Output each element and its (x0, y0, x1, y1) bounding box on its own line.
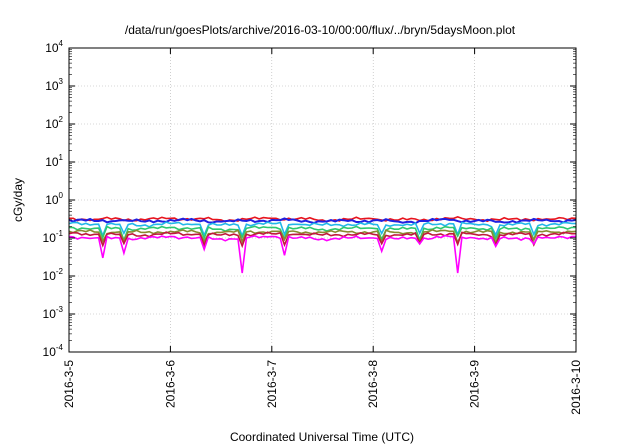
y-tick-label: 10-4 (43, 343, 64, 359)
plot-frame (68, 47, 577, 353)
series-line (68, 225, 576, 243)
x-ticks: 2016-3-5 2016-3-6 2016-3-7 2016-3-8 2016-3-9… (62, 48, 583, 415)
y-tick-label: 10-2 (43, 267, 64, 283)
y-tick-label: 104 (45, 39, 63, 55)
x-axis-label: Coordinated Universal Time (UTC) (230, 430, 414, 444)
x-tick-label: 2016-3-6 (163, 360, 177, 408)
series-line (68, 221, 577, 239)
series-line (68, 234, 577, 274)
y-tick-label: 10-1 (43, 229, 64, 245)
y-ticks: 10-4 10-3 10-2 10-1 100 101 102 103 104 (43, 39, 576, 359)
x-tick-label: 2016-3-10 (569, 360, 583, 415)
x-tick-label: 2016-3-8 (366, 360, 380, 408)
x-tick-label: 2016-3-5 (62, 360, 76, 408)
x-tick-label: 2016-3-9 (468, 360, 482, 408)
y-tick-label: 101 (45, 153, 63, 169)
x-tick-label: 2016-3-7 (265, 360, 279, 408)
y-tick-label: 103 (45, 77, 63, 93)
y-axis-label: cGy/day (11, 178, 25, 222)
series-group (68, 216, 577, 274)
series-line (68, 217, 577, 225)
chart-title: /data/run/goesPlots/archive/2016-03-10/0… (125, 23, 516, 37)
y-tick-label: 100 (45, 191, 63, 207)
y-tick-label: 102 (45, 115, 63, 131)
y-tick-label: 10-3 (43, 305, 64, 321)
series-line (69, 216, 577, 223)
grid (69, 48, 576, 352)
